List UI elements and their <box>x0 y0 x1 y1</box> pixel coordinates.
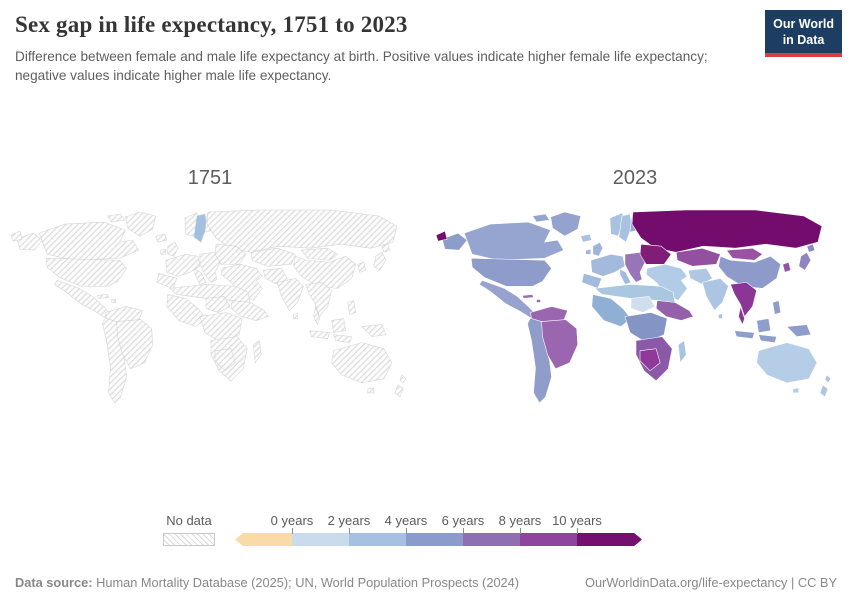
region-western-europe[interactable] <box>581 253 632 289</box>
owid-logo-line2: in Data <box>782 33 825 48</box>
region-canada[interactable] <box>463 213 565 261</box>
region-japan[interactable] <box>373 243 391 271</box>
region-new-zealand[interactable] <box>394 374 407 398</box>
region-uk[interactable] <box>160 241 179 257</box>
region-north-sa[interactable] <box>529 305 569 323</box>
region-png[interactable] <box>361 324 387 338</box>
legend-tick-mark <box>292 528 293 534</box>
legend-tick-label: 10 years <box>552 513 602 528</box>
no-data-label: No data <box>166 513 212 528</box>
region-madagascar[interactable] <box>677 340 687 364</box>
region-china[interactable] <box>717 255 782 289</box>
region-se-asia[interactable] <box>729 281 758 326</box>
legend-tick-mark <box>349 528 350 534</box>
legend-no-data: No data <box>163 513 215 546</box>
owid-link[interactable]: OurWorldinData.org/life-expectancy | CC … <box>584 575 837 590</box>
region-india[interactable] <box>701 277 729 320</box>
legend-segment[interactable] <box>235 533 292 546</box>
region-china[interactable] <box>292 255 357 289</box>
chart-subtitle: Difference between female and male life … <box>15 49 708 84</box>
region-western-europe[interactable] <box>156 253 207 289</box>
legend-tick-label: 2 years <box>327 513 371 528</box>
legend-tick-label: 8 years <box>498 513 542 528</box>
region-caribbean[interactable] <box>96 293 117 303</box>
owid-logo[interactable]: Our World in Data <box>765 10 842 57</box>
legend-segment[interactable] <box>577 533 642 546</box>
region-greenland[interactable] <box>125 211 157 237</box>
region-australia[interactable] <box>331 342 393 394</box>
region-greenland[interactable] <box>550 211 582 237</box>
legend-bar <box>235 533 642 546</box>
region-new-zealand[interactable] <box>819 374 832 398</box>
region-se-asia[interactable] <box>304 281 333 326</box>
region-australia[interactable] <box>756 342 818 394</box>
legend-tick-mark <box>520 528 521 534</box>
region-uk[interactable] <box>585 241 604 257</box>
map-year-label-2023: 2023 <box>612 167 658 189</box>
region-png[interactable] <box>786 324 812 338</box>
map-year-label-1751: 1751 <box>187 167 233 189</box>
region-north-sa[interactable] <box>104 305 144 323</box>
region-mongolia[interactable] <box>725 247 764 261</box>
chart-footer: Data source: Human Mortality Database (2… <box>15 575 837 590</box>
legend-segment[interactable] <box>406 533 463 546</box>
region-west-africa[interactable] <box>166 293 207 328</box>
legend-tick-label: 0 years <box>270 513 314 528</box>
legend-segment[interactable] <box>349 533 406 546</box>
region-canada[interactable] <box>38 213 140 261</box>
legend-segment[interactable] <box>292 533 349 546</box>
region-madagascar[interactable] <box>252 340 262 364</box>
region-korea[interactable] <box>357 261 367 273</box>
region-caribbean[interactable] <box>521 293 542 303</box>
world-map-2023[interactable] <box>434 209 836 410</box>
legend-segment[interactable] <box>463 533 520 546</box>
legend-segment[interactable] <box>520 533 577 546</box>
legend-tick-mark <box>463 528 464 534</box>
map-panel-1751: 1751 <box>0 167 420 410</box>
legend-tick-mark <box>406 528 407 534</box>
map-panel-2023: 2023 <box>420 167 850 410</box>
region-west-africa[interactable] <box>591 293 632 328</box>
legend-tick-label: 4 years <box>384 513 428 528</box>
world-map-1751[interactable] <box>9 209 411 410</box>
chart-header: Sex gap in life expectancy, 1751 to 2023… <box>15 12 760 86</box>
data-source-text: Human Mortality Database (2025); UN, Wor… <box>92 575 520 590</box>
region-japan[interactable] <box>798 243 816 271</box>
page-title: Sex gap in life expectancy, 1751 to 2023 <box>15 12 408 37</box>
maps-row: 1751 2023 <box>0 167 850 410</box>
map-legend: No data 0 years 2 years 4 years 6 years 8 ye… <box>163 513 643 546</box>
legend-tick-label: 6 years <box>441 513 485 528</box>
no-data-swatch[interactable] <box>163 533 215 546</box>
data-source: Data source: Human Mortality Database (2… <box>15 575 519 590</box>
region-mongolia[interactable] <box>300 247 339 261</box>
region-iceland[interactable] <box>155 233 168 243</box>
data-source-label: Data source: <box>15 575 93 590</box>
owid-logo-line1: Our World <box>773 17 834 31</box>
legend-tick-mark <box>577 528 578 534</box>
legend-color-scale: 0 years 2 years 4 years 6 years 8 years 10 ye… <box>235 513 643 546</box>
region-korea[interactable] <box>782 261 792 273</box>
region-india[interactable] <box>276 277 304 320</box>
region-iceland[interactable] <box>580 233 593 243</box>
